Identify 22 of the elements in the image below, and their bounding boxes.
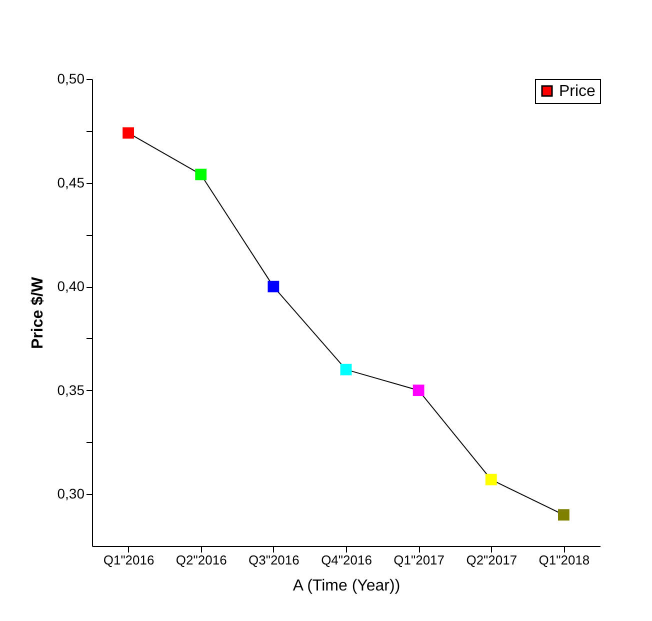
x-tick-label: Q4"2016 <box>321 552 372 568</box>
y-tick-label: 0,40 <box>57 278 85 294</box>
point <box>485 474 497 486</box>
x-tick-label: Q3"2016 <box>248 552 300 568</box>
x-tick-label: Q2"2016 <box>176 552 227 568</box>
point <box>195 168 207 180</box>
y-tick-label: 0,45 <box>57 174 85 190</box>
y-axis-title: Price $/W <box>29 276 46 350</box>
point <box>558 509 570 521</box>
point <box>412 384 424 396</box>
x-tick-label: Q1"2018 <box>538 552 590 568</box>
legend-label: Price <box>559 83 596 100</box>
point <box>122 127 134 139</box>
point <box>268 280 280 292</box>
y-tick-label: 0,50 <box>57 70 85 86</box>
x-axis-title: A (Time (Year)) <box>292 578 400 594</box>
y-tick-label: 0,35 <box>57 382 85 398</box>
y-tick-label: 0,30 <box>57 486 85 502</box>
x-tick-label: Q2"2017 <box>466 552 518 568</box>
x-tick-label: Q1"2017 <box>394 552 445 568</box>
x-tick-label: Q1"2016 <box>103 552 154 568</box>
point <box>340 364 352 376</box>
